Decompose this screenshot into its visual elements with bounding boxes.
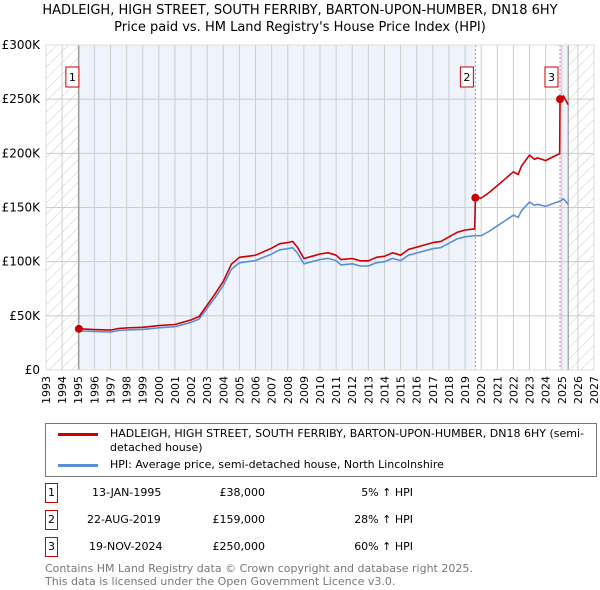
- x-tick-label: 2010: [314, 376, 327, 404]
- legend-item-property: HADLEIGH, HIGH STREET, SOUTH FERRIBY, BA…: [58, 427, 590, 455]
- legend-swatch-property: [58, 433, 98, 436]
- transaction-date: 13-JAN-1995: [92, 486, 162, 499]
- sale-label: 1: [69, 71, 76, 84]
- x-tick-label: 2018: [443, 376, 456, 404]
- legend-label-property: HADLEIGH, HIGH STREET, SOUTH FERRIBY, BA…: [110, 427, 584, 454]
- sale-label: 2: [463, 71, 470, 84]
- transaction-price: £159,000: [212, 513, 266, 526]
- chart-subtitle: Price paid vs. HM Land Registry's House …: [114, 20, 486, 35]
- x-tick-label: 2024: [540, 376, 553, 404]
- x-tick-label: 2017: [427, 376, 440, 404]
- property-price-line: [78, 95, 569, 331]
- x-tick-label: 2003: [201, 376, 214, 404]
- legend-label-hpi: HPI: Average price, semi-detached house,…: [110, 458, 444, 471]
- x-tick-label: 1997: [104, 376, 117, 404]
- x-tick-label: 2004: [217, 376, 230, 404]
- legend-item-hpi: HPI: Average price, semi-detached house,…: [58, 458, 590, 472]
- transaction-date: 22-AUG-2019: [87, 513, 161, 526]
- transaction-hpi: 28% ↑ HPI: [354, 513, 413, 526]
- transaction-badge: 3: [45, 537, 58, 557]
- y-tick-label: £50K: [9, 309, 41, 323]
- x-tick-label: 1996: [88, 376, 101, 404]
- sale-label-box: [459, 66, 474, 88]
- transaction-hpi: 60% ↑ HPI: [354, 540, 413, 553]
- x-tick-label: 2019: [459, 376, 472, 404]
- sale-label: 3: [548, 71, 555, 84]
- x-tick-label: 2026: [572, 376, 585, 404]
- x-tick-label: 2002: [185, 376, 198, 404]
- transaction-badge: 2: [45, 510, 58, 530]
- y-tick-label: £100K: [2, 255, 42, 269]
- x-tick-label: 2009: [298, 376, 311, 404]
- x-tick-label: 2011: [330, 376, 343, 404]
- sale-label-box: [65, 66, 80, 88]
- x-tick-label: 2022: [507, 376, 520, 404]
- x-tick-label: 2000: [153, 376, 166, 404]
- x-tick-label: 2013: [362, 376, 375, 404]
- x-tick-label: 1994: [56, 376, 69, 404]
- x-tick-label: 2012: [346, 376, 359, 404]
- x-tick-label: 2015: [395, 376, 408, 404]
- footer-copyright: Contains HM Land Registry data © Crown c…: [45, 562, 473, 575]
- y-tick-label: £150K: [2, 201, 42, 215]
- x-tick-label: 2025: [556, 376, 569, 404]
- x-tick-label: 2008: [282, 376, 295, 404]
- x-tick-label: 2023: [524, 376, 537, 404]
- sale-point: [471, 193, 480, 202]
- y-tick-label: £200K: [2, 146, 42, 160]
- x-tick-label: 2021: [491, 376, 504, 404]
- x-tick-label: 2007: [266, 376, 279, 404]
- sale-point: [74, 324, 83, 333]
- hpi-line: [78, 198, 569, 333]
- x-tick-label: 1998: [121, 376, 134, 404]
- x-tick-label: 2005: [233, 376, 246, 404]
- y-tick-label: £300K: [2, 38, 42, 52]
- sale-label-box: [544, 66, 559, 88]
- chart-title: HADLEIGH, HIGH STREET, SOUTH FERRIBY, BA…: [42, 3, 558, 18]
- sale-point: [555, 95, 564, 104]
- transaction-row: 3 19-NOV-2024 £250,000 60% ↑ HPI: [45, 537, 445, 557]
- transaction-price: £250,000: [212, 540, 266, 553]
- x-tick-label: 1995: [72, 376, 85, 404]
- x-tick-label: 2016: [411, 376, 424, 404]
- y-tick-label: £250K: [2, 92, 42, 106]
- x-tick-label: 2014: [378, 376, 391, 404]
- transaction-date: 19-NOV-2024: [89, 540, 163, 553]
- x-tick-label: 2027: [588, 376, 600, 404]
- x-tick-label: 2001: [169, 376, 182, 404]
- plot-frame: [45, 44, 595, 371]
- x-tick-label: 2020: [475, 376, 488, 404]
- footer-licence: This data is licensed under the Open Gov…: [45, 575, 396, 588]
- price-chart: 1993 1994 1995 1996 1997 1998 1999 2000 2001 2002…: [2, 38, 600, 404]
- transaction-hpi: 5% ↑ HPI: [361, 486, 413, 499]
- transaction-badge: 1: [45, 483, 58, 503]
- y-tick-label: £0: [25, 363, 40, 377]
- x-tick-label: 1993: [40, 376, 53, 404]
- transaction-row: 2 22-AUG-2019 £159,000 28% ↑ HPI: [45, 510, 445, 530]
- x-tick-label: 2006: [250, 376, 263, 404]
- legend: HADLEIGH, HIGH STREET, SOUTH FERRIBY, BA…: [45, 423, 597, 477]
- transaction-row: 1 13-JAN-1995 £38,000 5% ↑ HPI: [45, 483, 445, 503]
- x-tick-label: 1999: [137, 376, 150, 404]
- transaction-price: £38,000: [219, 486, 266, 499]
- legend-swatch-hpi: [58, 464, 98, 467]
